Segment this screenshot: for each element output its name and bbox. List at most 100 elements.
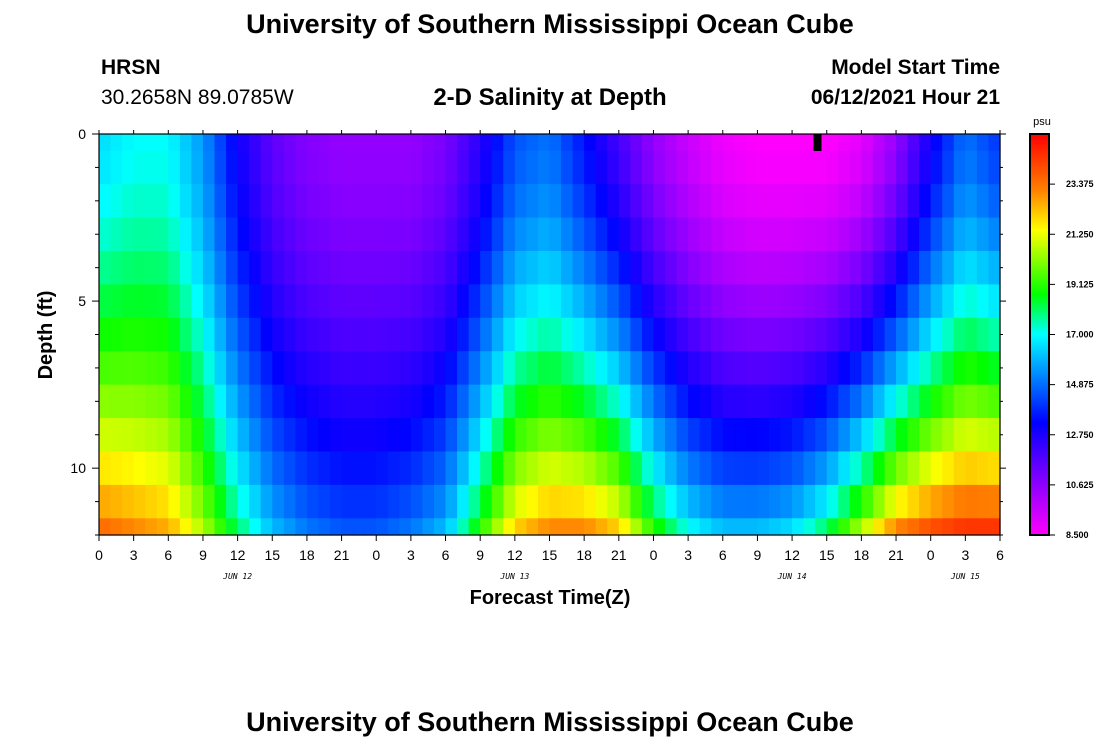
x-tick-label: 3 bbox=[684, 547, 692, 563]
heatmap-cell bbox=[260, 134, 273, 152]
heatmap-cell bbox=[422, 134, 435, 152]
heatmap-cell bbox=[988, 317, 1001, 352]
heatmap-cell bbox=[849, 484, 862, 519]
heatmap-cell bbox=[133, 317, 146, 352]
heatmap-cell bbox=[976, 317, 990, 352]
heatmap-cell bbox=[260, 484, 273, 519]
heatmap-cell bbox=[272, 217, 285, 252]
heatmap-cell bbox=[688, 351, 701, 386]
heatmap-cell bbox=[988, 418, 1001, 453]
heatmap-cell bbox=[803, 484, 816, 519]
x-tick-label: 6 bbox=[719, 547, 727, 563]
heatmap-cell bbox=[665, 150, 678, 185]
heatmap-cell bbox=[653, 184, 666, 219]
heatmap-cell bbox=[526, 184, 539, 219]
heatmap-cell bbox=[734, 134, 747, 152]
heatmap-cell bbox=[295, 284, 308, 319]
heatmap-cell bbox=[156, 217, 169, 252]
heatmap-cell bbox=[468, 284, 481, 319]
heatmap-cell bbox=[676, 351, 689, 386]
heatmap-cell bbox=[792, 150, 805, 185]
heatmap-cell bbox=[191, 150, 204, 185]
heatmap-cell bbox=[768, 317, 782, 352]
heatmap-cell bbox=[907, 418, 920, 453]
x-tick-label: 9 bbox=[476, 547, 484, 563]
heatmap-cell bbox=[734, 384, 747, 419]
heatmap-cell bbox=[179, 351, 193, 386]
colorbar-tick-label: 19.125 bbox=[1066, 279, 1094, 289]
heatmap-cell bbox=[884, 351, 897, 386]
heatmap-cell bbox=[595, 484, 608, 519]
heatmap-cell bbox=[584, 217, 597, 252]
heatmap-cell bbox=[156, 351, 169, 386]
heatmap-cell bbox=[665, 134, 678, 152]
heatmap-cell bbox=[399, 250, 412, 285]
heatmap-cell bbox=[537, 217, 551, 252]
heatmap-cell bbox=[191, 351, 204, 386]
heatmap-cell bbox=[191, 418, 204, 453]
heatmap-cell bbox=[237, 150, 250, 185]
heatmap-cell bbox=[145, 384, 158, 419]
heatmap-cell bbox=[364, 351, 377, 386]
heatmap-cell bbox=[179, 317, 193, 352]
colorbar-tick-label: 8.500 bbox=[1066, 530, 1089, 540]
heatmap-cell bbox=[942, 217, 955, 252]
heatmap-cell bbox=[676, 451, 689, 486]
heatmap-cell bbox=[399, 150, 412, 185]
heatmap-cell bbox=[815, 150, 828, 185]
heatmap-cell bbox=[272, 451, 285, 486]
heatmap-cell bbox=[803, 351, 816, 386]
heatmap-cell bbox=[699, 317, 712, 352]
heatmap-cell bbox=[988, 134, 1001, 152]
heatmap-cell bbox=[353, 217, 366, 252]
heatmap-cell bbox=[688, 184, 701, 219]
heatmap-cell bbox=[122, 184, 135, 219]
x-tick-label: 15 bbox=[264, 547, 280, 563]
heatmap-cell bbox=[330, 451, 343, 486]
heatmap-cell bbox=[861, 250, 874, 285]
heatmap-cell bbox=[445, 351, 458, 386]
heatmap-cell bbox=[757, 451, 770, 486]
heatmap-cell bbox=[630, 351, 643, 386]
heatmap-cell bbox=[826, 518, 839, 536]
heatmap-cell bbox=[156, 418, 169, 453]
heatmap-cell bbox=[884, 518, 897, 536]
heatmap-cell bbox=[734, 518, 747, 536]
heatmap-cell bbox=[988, 150, 1001, 185]
heatmap-cell bbox=[283, 418, 296, 453]
x-tick-label: 21 bbox=[888, 547, 904, 563]
heatmap-cell bbox=[561, 184, 574, 219]
heatmap-cell bbox=[722, 451, 735, 486]
heatmap-cell bbox=[572, 284, 585, 319]
heatmap-cell bbox=[872, 317, 886, 352]
heatmap-cell bbox=[561, 317, 574, 352]
heatmap-cell bbox=[376, 284, 389, 319]
heatmap-cell bbox=[537, 284, 551, 319]
heatmap-cell bbox=[145, 134, 158, 152]
heatmap-cell bbox=[249, 418, 262, 453]
heatmap-cell bbox=[422, 217, 435, 252]
heatmap-cell bbox=[491, 150, 504, 185]
heatmap-cell bbox=[376, 250, 389, 285]
heatmap-cell bbox=[306, 384, 320, 419]
heatmap-cell bbox=[826, 184, 839, 219]
heatmap-cell bbox=[122, 484, 135, 519]
heatmap-cell bbox=[872, 484, 886, 519]
heatmap-cell bbox=[202, 484, 216, 519]
heatmap-cell bbox=[815, 217, 828, 252]
heatmap-cell bbox=[953, 250, 966, 285]
heatmap-cell bbox=[745, 418, 759, 453]
heatmap-cell bbox=[907, 134, 920, 152]
colorbar-units: psu bbox=[1033, 116, 1051, 128]
heatmap-cell bbox=[699, 384, 712, 419]
heatmap-cell bbox=[688, 284, 701, 319]
heatmap-cell bbox=[965, 451, 978, 486]
heatmap-cell bbox=[815, 451, 828, 486]
heatmap-cell bbox=[757, 384, 770, 419]
heatmap-cell bbox=[907, 518, 920, 536]
heatmap-cell bbox=[491, 351, 504, 386]
heatmap-cell bbox=[110, 150, 123, 185]
heatmap-cell bbox=[353, 184, 366, 219]
heatmap-cell bbox=[676, 484, 689, 519]
heatmap-cell bbox=[318, 451, 331, 486]
